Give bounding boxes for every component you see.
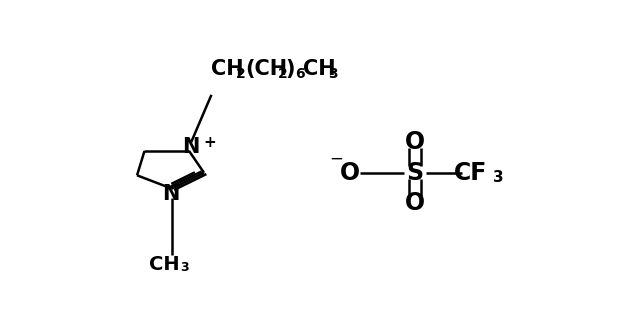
Text: CH: CH xyxy=(149,255,180,274)
Text: 3: 3 xyxy=(180,261,188,274)
Text: CF: CF xyxy=(454,161,488,185)
Text: 3: 3 xyxy=(328,67,338,81)
Text: −: − xyxy=(330,150,344,168)
Text: O: O xyxy=(404,192,425,215)
Text: +: + xyxy=(204,134,216,150)
Text: CH: CH xyxy=(303,59,336,79)
Text: N: N xyxy=(162,184,179,204)
Text: (CH: (CH xyxy=(245,59,287,79)
Text: 2: 2 xyxy=(277,67,287,81)
Text: S: S xyxy=(406,161,424,185)
Text: O: O xyxy=(404,130,425,154)
Text: O: O xyxy=(340,161,360,185)
Text: ): ) xyxy=(286,59,295,79)
Text: 2: 2 xyxy=(236,67,246,81)
Text: 6: 6 xyxy=(295,67,305,81)
Text: N: N xyxy=(182,137,200,157)
Text: 3: 3 xyxy=(493,170,504,185)
Text: CH: CH xyxy=(211,59,244,79)
